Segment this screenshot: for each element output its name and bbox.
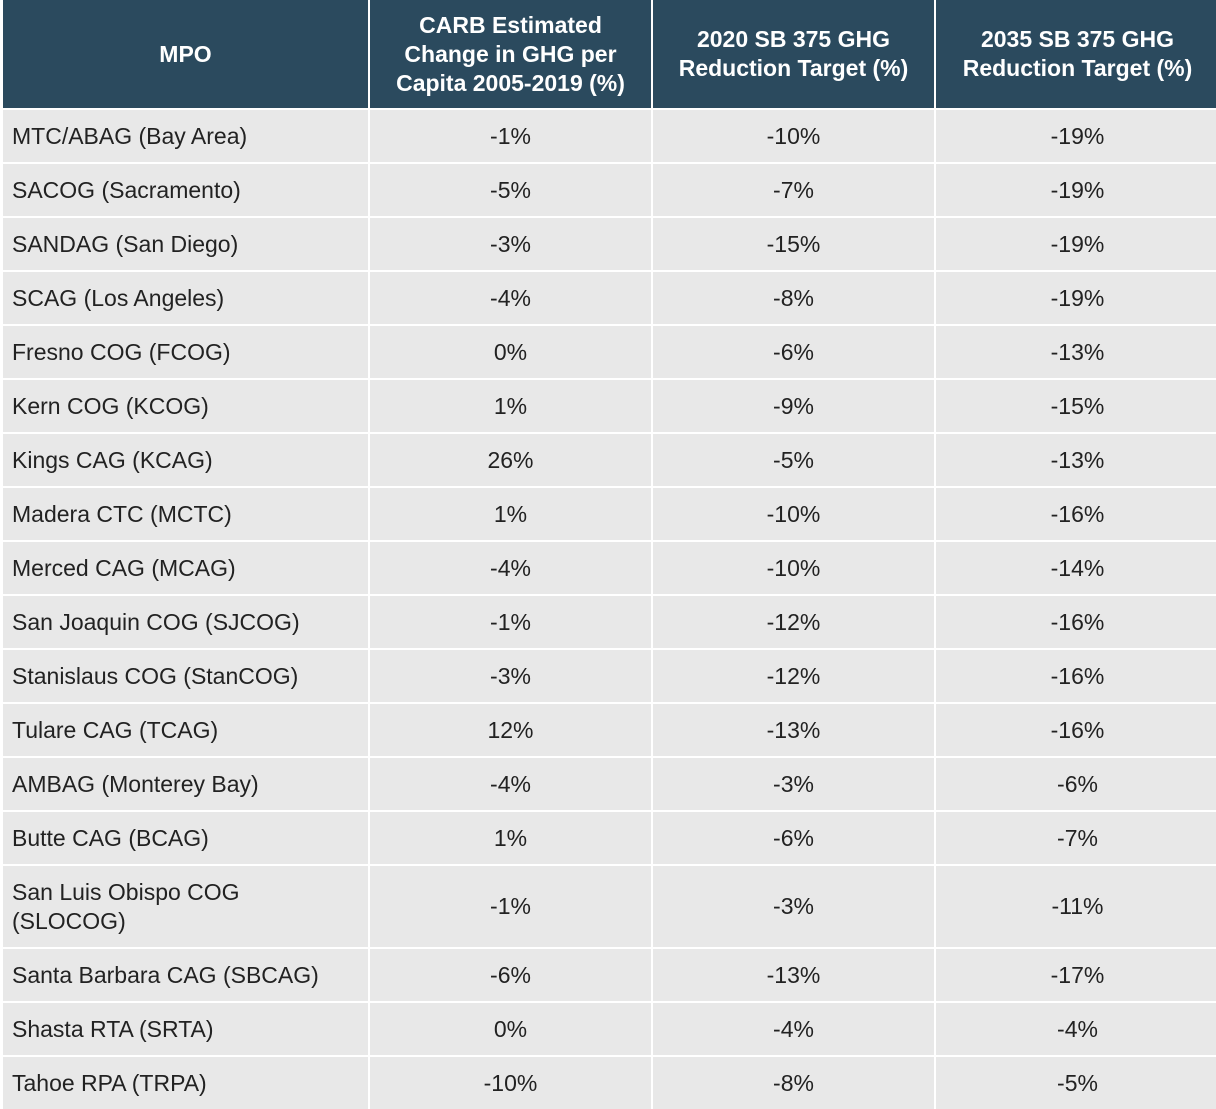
- header-mpo: MPO: [3, 0, 368, 108]
- cell-2020-target: -12%: [653, 596, 934, 648]
- header-carb-change: CARB Estimated Change in GHG per Capita …: [370, 0, 651, 108]
- cell-carb-change: 1%: [370, 812, 651, 864]
- cell-2020-target: -3%: [653, 866, 934, 947]
- cell-2035-target: -4%: [936, 1003, 1216, 1055]
- cell-2020-target: -13%: [653, 704, 934, 756]
- cell-2020-target: -12%: [653, 650, 934, 702]
- cell-2035-target: -19%: [936, 110, 1216, 162]
- cell-carb-change: -3%: [370, 218, 651, 270]
- cell-mpo: SACOG (Sacramento): [3, 164, 368, 216]
- cell-2020-target: -8%: [653, 1057, 934, 1109]
- cell-carb-change: -3%: [370, 650, 651, 702]
- cell-2035-target: -16%: [936, 704, 1216, 756]
- cell-2020-target: -3%: [653, 758, 934, 810]
- cell-2035-target: -16%: [936, 596, 1216, 648]
- cell-carb-change: -6%: [370, 949, 651, 1001]
- cell-2020-target: -6%: [653, 812, 934, 864]
- cell-2020-target: -10%: [653, 110, 934, 162]
- cell-2035-target: -14%: [936, 542, 1216, 594]
- cell-2035-target: -13%: [936, 326, 1216, 378]
- cell-carb-change: -4%: [370, 542, 651, 594]
- cell-carb-change: 12%: [370, 704, 651, 756]
- cell-2035-target: -19%: [936, 164, 1216, 216]
- cell-2035-target: -17%: [936, 949, 1216, 1001]
- cell-mpo: Butte CAG (BCAG): [3, 812, 368, 864]
- cell-mpo: AMBAG (Monterey Bay): [3, 758, 368, 810]
- header-2020-target: 2020 SB 375 GHG Reduction Target (%): [653, 0, 934, 108]
- cell-mpo: Merced CAG (MCAG): [3, 542, 368, 594]
- cell-mpo: Kings CAG (KCAG): [3, 434, 368, 486]
- cell-2020-target: -10%: [653, 488, 934, 540]
- cell-mpo: Stanislaus COG (StanCOG): [3, 650, 368, 702]
- cell-mpo: SCAG (Los Angeles): [3, 272, 368, 324]
- cell-mpo: Santa Barbara CAG (SBCAG): [3, 949, 368, 1001]
- cell-2035-target: -15%: [936, 380, 1216, 432]
- cell-2035-target: -6%: [936, 758, 1216, 810]
- header-2035-target: 2035 SB 375 GHG Reduction Target (%): [936, 0, 1216, 108]
- cell-carb-change: -4%: [370, 272, 651, 324]
- cell-mpo: Kern COG (KCOG): [3, 380, 368, 432]
- cell-2035-target: -5%: [936, 1057, 1216, 1109]
- cell-carb-change: 1%: [370, 380, 651, 432]
- cell-2020-target: -8%: [653, 272, 934, 324]
- cell-mpo: San Luis Obispo COG (SLOCOG): [3, 866, 368, 947]
- cell-2035-target: -13%: [936, 434, 1216, 486]
- cell-carb-change: 0%: [370, 1003, 651, 1055]
- cell-carb-change: 26%: [370, 434, 651, 486]
- cell-mpo: SANDAG (San Diego): [3, 218, 368, 270]
- cell-mpo: Madera CTC (MCTC): [3, 488, 368, 540]
- cell-carb-change: 1%: [370, 488, 651, 540]
- cell-2020-target: -13%: [653, 949, 934, 1001]
- cell-2035-target: -16%: [936, 650, 1216, 702]
- cell-carb-change: -1%: [370, 866, 651, 947]
- cell-2020-target: -6%: [653, 326, 934, 378]
- cell-2020-target: -9%: [653, 380, 934, 432]
- cell-mpo: San Joaquin COG (SJCOG): [3, 596, 368, 648]
- cell-2020-target: -7%: [653, 164, 934, 216]
- cell-carb-change: -1%: [370, 596, 651, 648]
- cell-carb-change: -4%: [370, 758, 651, 810]
- cell-mpo: Tahoe RPA (TRPA): [3, 1057, 368, 1109]
- cell-2035-target: -11%: [936, 866, 1216, 947]
- cell-mpo: Fresno COG (FCOG): [3, 326, 368, 378]
- cell-mpo: Shasta RTA (SRTA): [3, 1003, 368, 1055]
- cell-mpo: MTC/ABAG (Bay Area): [3, 110, 368, 162]
- cell-carb-change: -10%: [370, 1057, 651, 1109]
- cell-mpo: Tulare CAG (TCAG): [3, 704, 368, 756]
- cell-2020-target: -5%: [653, 434, 934, 486]
- cell-2020-target: -15%: [653, 218, 934, 270]
- cell-2020-target: -4%: [653, 1003, 934, 1055]
- cell-carb-change: -1%: [370, 110, 651, 162]
- cell-carb-change: 0%: [370, 326, 651, 378]
- cell-2020-target: -10%: [653, 542, 934, 594]
- cell-carb-change: -5%: [370, 164, 651, 216]
- cell-2035-target: -7%: [936, 812, 1216, 864]
- ghg-targets-table: MPO CARB Estimated Change in GHG per Cap…: [3, 0, 1216, 1109]
- cell-2035-target: -16%: [936, 488, 1216, 540]
- cell-2035-target: -19%: [936, 218, 1216, 270]
- cell-2035-target: -19%: [936, 272, 1216, 324]
